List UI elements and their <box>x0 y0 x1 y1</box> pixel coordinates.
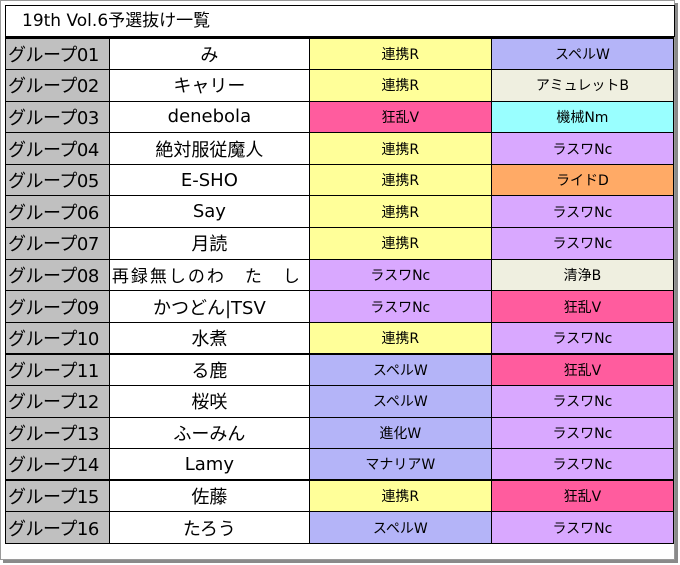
deck1-cell: 連携R <box>308 479 492 513</box>
group-cell: グループ16 <box>5 511 110 544</box>
group-cell: グループ02 <box>5 69 110 102</box>
table-row: グループ03 denebola 狂乱V 機械Nm <box>5 100 675 134</box>
group-cell: グループ03 <box>5 100 110 134</box>
deck2-cell: 狂乱V <box>490 352 675 387</box>
table-row: グループ12 桜咲 スペルW ラスワNc <box>5 385 675 418</box>
player-name-cell: 再録無しのわ た し <box>108 258 310 292</box>
group-cell: グループ08 <box>5 258 110 292</box>
deck2-cell: ラスワNc <box>490 132 675 165</box>
deck1-cell: 連携R <box>308 163 492 197</box>
player-name-cell: Say <box>108 195 310 229</box>
table-row: グループ04 絶対服従魔人 連携R ラスワNc <box>5 132 675 165</box>
table-row: グループ09 かつどん|TSV ラスワNc 狂乱V <box>5 290 675 323</box>
table-row: グループ16 たろう スペルW ラスワNc <box>5 511 675 544</box>
player-name-cell: 桜咲 <box>108 385 310 418</box>
deck2-cell: 清浄B <box>490 258 675 292</box>
deck1-cell: 狂乱V <box>308 100 492 134</box>
deck1-cell: 連携R <box>308 69 492 102</box>
deck2-cell: ラスワNc <box>490 385 675 418</box>
table-row: グループ02 キャリー 連携R アミュレットB <box>5 69 675 102</box>
group-cell: グループ07 <box>5 227 110 260</box>
table-row: グループ14 Lamy マナリアW ラスワNc <box>5 448 675 481</box>
table-row: グループ07 月読 連携R ラスワNc <box>5 227 675 260</box>
group-cell: グループ09 <box>5 290 110 323</box>
player-name-cell: E-SHO <box>108 163 310 197</box>
table-row: グループ01 み連携R スペルW <box>5 37 675 71</box>
player-name-cell: かつどん|TSV <box>108 290 310 323</box>
deck1-cell: スペルW <box>308 385 492 418</box>
player-name-cell: 月読 <box>108 227 310 260</box>
table-row: グループ13 ふーみん 進化W ラスワNc <box>5 416 675 450</box>
deck1-cell: 連携R <box>308 227 492 260</box>
deck2-cell: アミュレットB <box>490 69 675 102</box>
group-cell: グループ15 <box>5 479 110 513</box>
player-name-cell: 佐藤 <box>108 479 310 513</box>
qualifier-table: グループ01 み連携R スペルW グループ02 キャリー 連携R アミュレットB グループ03… <box>5 37 675 544</box>
deck2-cell: ラスワNc <box>490 511 675 544</box>
deck2-cell: ライドD <box>490 163 675 197</box>
group-cell: グループ13 <box>5 416 110 450</box>
deck1-cell: 連携R <box>308 195 492 229</box>
deck1-cell: 連携R <box>308 132 492 165</box>
player-name-cell: み <box>108 37 310 71</box>
table-row: グループ11 る鹿 スペルW 狂乱V <box>5 352 675 387</box>
group-cell: グループ12 <box>5 385 110 418</box>
player-name-cell: 絶対服従魔人 <box>108 132 310 165</box>
table-row: グループ08 再録無しのわ た しラスワNc 清浄B <box>5 258 675 292</box>
table-row: グループ10 水煮 連携R ラスワNc <box>5 321 675 355</box>
deck2-cell: スペルW <box>490 37 675 71</box>
page-title: 19th Vol.6予選抜け一覧 <box>5 5 675 37</box>
deck2-cell: 狂乱V <box>490 479 675 513</box>
deck2-cell: 機械Nm <box>490 100 675 134</box>
group-cell: グループ14 <box>5 448 110 481</box>
group-cell: グループ05 <box>5 163 110 197</box>
player-name-cell: 水煮 <box>108 321 310 355</box>
table-row: グループ05 E-SHO 連携R ライドD <box>5 163 675 197</box>
deck1-cell: 連携R <box>308 37 492 71</box>
deck1-cell: ラスワNc <box>308 290 492 323</box>
player-name-cell: denebola <box>108 100 310 134</box>
player-name-cell: ふーみん <box>108 416 310 450</box>
deck2-cell: ラスワNc <box>490 416 675 450</box>
table-row: グループ06 Say 連携R ラスワNc <box>5 195 675 229</box>
deck2-cell: ラスワNc <box>490 195 675 229</box>
group-cell: グループ01 <box>5 37 110 71</box>
deck1-cell: スペルW <box>308 511 492 544</box>
deck1-cell: スペルW <box>308 352 492 387</box>
deck1-cell: 進化W <box>308 416 492 450</box>
qualifier-table-body: グループ01 み連携R スペルW グループ02 キャリー 連携R アミュレットB グループ03… <box>5 37 675 544</box>
deck1-cell: ラスワNc <box>308 258 492 292</box>
player-name-cell: キャリー <box>108 69 310 102</box>
deck2-cell: ラスワNc <box>490 321 675 355</box>
deck1-cell: マナリアW <box>308 448 492 481</box>
deck1-cell: 連携R <box>308 321 492 355</box>
deck2-cell: ラスワNc <box>490 227 675 260</box>
deck2-cell: 狂乱V <box>490 290 675 323</box>
group-cell: グループ04 <box>5 132 110 165</box>
deck2-cell: ラスワNc <box>490 448 675 481</box>
table-row: グループ15 佐藤 連携R 狂乱V <box>5 479 675 513</box>
player-name-cell: たろう <box>108 511 310 544</box>
group-cell: グループ11 <box>5 352 110 387</box>
group-cell: グループ06 <box>5 195 110 229</box>
group-cell: グループ10 <box>5 321 110 355</box>
player-name-cell: る鹿 <box>108 352 310 387</box>
player-name-cell: Lamy <box>108 448 310 481</box>
